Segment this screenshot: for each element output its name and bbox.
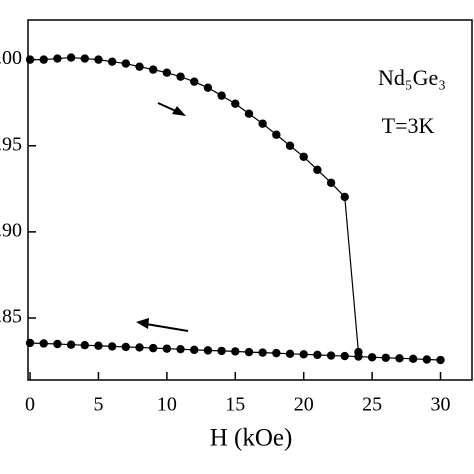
data-point [326,178,336,187]
data-point [381,353,390,362]
x-tick-label: 5 [93,394,103,416]
data-point [39,55,48,64]
data-point [176,344,185,354]
data-point [285,141,295,150]
data-point [285,349,295,359]
x-tick-label: 25 [362,394,382,416]
data-point [231,99,240,108]
data-point [258,348,267,357]
data-point [39,339,48,348]
data-point [258,119,267,128]
data-point [367,353,377,362]
data-point [107,342,117,351]
series-line [30,56,360,353]
data-point [354,352,363,361]
x-tick-label: 20 [294,394,314,416]
data-point [313,165,322,175]
data-point [299,350,308,359]
data-point [408,354,418,364]
data-point [272,348,281,358]
data-point [244,347,254,357]
data-point [94,55,103,64]
data-point [25,338,35,348]
data-point [436,355,445,365]
data-point [244,109,254,118]
data-point [107,57,117,66]
data-point [231,347,240,356]
x-tick-label: 0 [25,394,35,416]
data-point [53,54,62,63]
arrow-down-sweep [136,318,189,332]
data-point [135,343,144,352]
data-point [299,152,308,161]
data-point [272,130,281,139]
data-point [121,342,131,352]
plot-frame [27,19,473,381]
x-axis-label: H (kOe) [210,425,293,452]
compound-label: Nd₅Ge₃ [378,65,446,90]
data-point [340,192,349,202]
data-point [148,65,158,74]
data-point [94,341,103,350]
data-point [313,350,322,360]
data-point [162,344,172,353]
y-tick-label: 0.85 [0,306,22,328]
data-point [80,341,89,350]
data-point [203,83,213,92]
x-tick-label: 15 [225,394,245,416]
data-point [80,54,89,63]
x-tick-label: 10 [157,394,177,416]
data-point [66,53,76,62]
data-point [203,346,213,355]
arrow-up-sweep [157,102,186,116]
data-point [190,345,199,355]
data-point [217,91,226,100]
data-point [422,355,432,364]
data-point [340,351,349,361]
data-point [326,351,336,360]
y-tick-label: 0.90 [0,219,22,241]
y-tick-label: 0.95 [0,133,22,155]
data-point [53,339,62,349]
temperature-label: T=3K [382,113,435,138]
data-point [25,55,35,64]
x-tick-label: 30 [431,394,451,416]
data-point [217,346,226,356]
data-point [148,343,158,353]
data-point [66,340,76,349]
data-point [395,354,404,363]
data-point [121,59,131,68]
y-tick-label: 1.00 [0,47,22,69]
data-point [190,77,199,86]
data-point [176,72,185,81]
data-point [162,68,172,77]
data-point [135,62,144,71]
